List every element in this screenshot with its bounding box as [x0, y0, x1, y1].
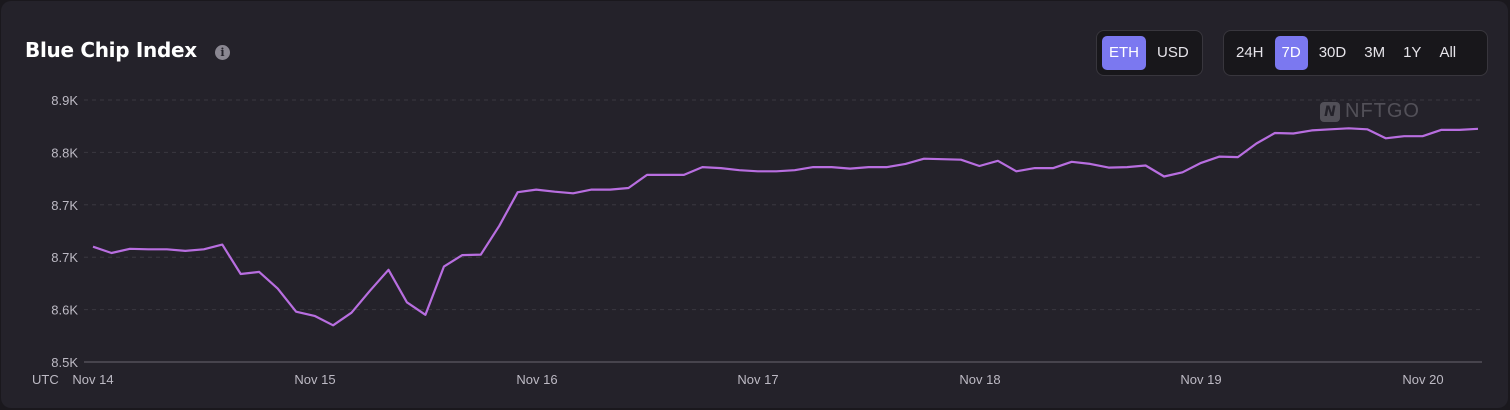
info-icon[interactable]: i [215, 45, 230, 60]
y-tick-label: 8.8K [51, 145, 78, 160]
x-tick-label: Nov 17 [737, 372, 778, 387]
y-tick-label: 8.5K [51, 355, 78, 370]
nftgo-watermark: N NFTGO [1320, 100, 1420, 123]
range-24h-button[interactable]: 24H [1236, 44, 1264, 61]
range-1y-button[interactable]: 1Y [1403, 44, 1422, 61]
x-tick-label: Nov 14 [72, 372, 113, 387]
x-tick-label: Nov 15 [294, 372, 335, 387]
y-tick-label: 8.9K [51, 93, 78, 108]
currency-usd-button[interactable]: USD [1157, 44, 1189, 61]
y-tick-label: 8.7K [51, 250, 78, 265]
currency-eth-button[interactable]: ETH [1102, 36, 1146, 70]
y-tick-label: 8.6K [51, 303, 78, 318]
nftgo-logo-icon: N [1320, 101, 1340, 122]
range-30d-button[interactable]: 30D [1318, 44, 1347, 61]
series-line [92, 127, 1479, 327]
x-tick-label: Nov 20 [1402, 372, 1443, 387]
timezone-label: UTC [32, 372, 59, 387]
watermark-text: NFTGO [1345, 100, 1420, 122]
x-tick-label: Nov 18 [959, 372, 1000, 387]
x-tick-label: Nov 16 [516, 372, 557, 387]
y-tick-label: 8.7K [51, 198, 78, 213]
currency-toggle: ETH USD [1096, 30, 1203, 76]
chart-title: Blue Chip Index [25, 38, 197, 62]
range-7d-button[interactable]: 7D [1274, 36, 1308, 70]
range-3m-button[interactable]: 3M [1364, 44, 1386, 61]
x-tick-label: Nov 19 [1180, 372, 1221, 387]
range-all-button[interactable]: All [1439, 44, 1457, 61]
range-toggle: 24H 7D 30D 3M 1Y All [1223, 30, 1488, 76]
